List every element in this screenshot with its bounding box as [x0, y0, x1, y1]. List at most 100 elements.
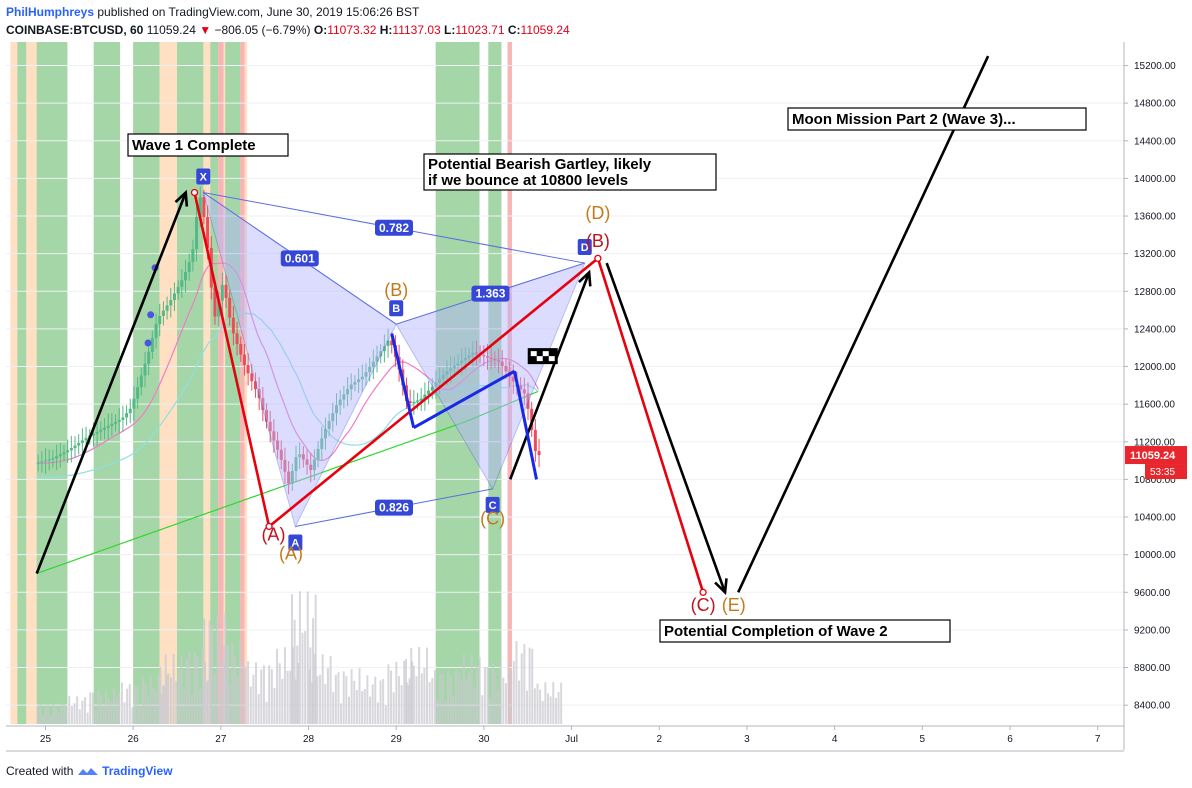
gartley-point-badge [577, 239, 592, 256]
volume-bar [428, 682, 431, 724]
candle-body [489, 357, 493, 359]
candle-body [69, 448, 73, 451]
candle-body [471, 352, 475, 356]
annotation-box [659, 619, 951, 643]
volume-bar [68, 696, 71, 724]
volume-bar [84, 697, 87, 724]
volume-bar [65, 706, 68, 724]
candle-body [180, 280, 184, 287]
volume-bar [169, 677, 172, 724]
volume-bar [185, 658, 188, 724]
volume-bar [293, 619, 296, 724]
footer: Created with TradingView [6, 764, 173, 778]
candle-body [202, 197, 206, 217]
wave-line-blue [412, 369, 516, 430]
annotation-box [423, 153, 717, 191]
volume-bar [447, 670, 450, 724]
volume-bar [502, 677, 505, 724]
y-tick-label: 11200.00 [1134, 437, 1175, 448]
candle-body [283, 459, 287, 472]
y-tick-label: 9200.00 [1134, 625, 1171, 636]
candle-body [371, 361, 375, 367]
candle-body [452, 365, 456, 369]
candle-body [128, 408, 132, 414]
volume-bar [369, 696, 372, 724]
x-tick-label: 4 [832, 734, 838, 745]
candle-body [36, 462, 40, 464]
volume-bar [345, 676, 348, 724]
volume-bar [441, 673, 444, 724]
footer-brand[interactable]: TradingView [102, 764, 173, 778]
candle-body [533, 429, 537, 452]
volume-bar [358, 668, 361, 724]
candle-body [386, 340, 390, 346]
candle-body [195, 216, 199, 250]
candle-body [467, 355, 471, 358]
candle-body [449, 368, 453, 371]
candle-body [158, 315, 162, 325]
volume-bar [147, 697, 150, 724]
gartley-ratio-label: 1.363 [475, 287, 505, 301]
y-tick-label: 13600.00 [1134, 212, 1176, 223]
volume-bar [99, 695, 102, 724]
candle-body [526, 393, 530, 409]
candle-body [382, 345, 386, 352]
open-label: O: [313, 23, 328, 37]
candle-body [423, 394, 427, 399]
candle-body [47, 459, 51, 461]
volume-bar [560, 682, 563, 724]
gartley-point-label: C [489, 500, 497, 512]
candle-body [228, 297, 232, 318]
volume-bar [457, 671, 460, 724]
gartley-ratio-label: 0.782 [379, 221, 409, 235]
candle-body [154, 324, 158, 338]
y-tick-label: 15200.00 [1134, 61, 1176, 72]
volume-bar [439, 673, 442, 724]
volume-bar [334, 674, 337, 724]
volume-bar [420, 673, 423, 724]
y-tick-label: 14800.00 [1134, 99, 1176, 110]
volume-bar [180, 655, 183, 724]
candle-body [519, 385, 523, 390]
volume-bar [231, 642, 234, 724]
volume-bar [236, 675, 239, 724]
volume-bar [134, 685, 137, 724]
candle-body [537, 451, 541, 456]
candle-body [276, 440, 280, 450]
candle-body [136, 387, 140, 399]
author-link[interactable]: PhilHumphreys [6, 5, 95, 19]
volume-bar [483, 667, 486, 724]
wave-label: (A) [261, 525, 285, 545]
volume-bar [404, 658, 407, 724]
candle-body [84, 437, 88, 441]
candle-body [161, 310, 165, 316]
session-band [93, 42, 120, 724]
annotation-text: Potential Completion of Wave 2 [664, 623, 888, 640]
candle-body [320, 438, 324, 449]
candle-body [474, 352, 478, 354]
candle-body [412, 401, 416, 404]
wave-line-black [737, 55, 990, 593]
volume-bar [183, 689, 186, 724]
candle-body [213, 287, 217, 317]
volume-bar [36, 706, 39, 724]
volume-bar [531, 648, 534, 724]
candle-body [147, 351, 151, 364]
volume-bar [475, 665, 478, 724]
volume-bar [518, 680, 521, 724]
volume-bar [342, 671, 345, 724]
wave-pivot-marker [190, 188, 199, 197]
volume-bar [549, 696, 552, 724]
volume-bar [436, 700, 439, 724]
wave-label: (B) [586, 231, 610, 251]
volume-bar [497, 690, 500, 724]
volume-bar [290, 594, 293, 724]
wave-label: (B) [384, 280, 408, 300]
price-axis[interactable] [1124, 42, 1192, 750]
gartley-ratio-badge [375, 219, 414, 236]
price-change: −806.05 (−6.79%) [214, 23, 311, 37]
ohlc-header: COINBASE:BTCUSD, 60 11059.24 ▼ −806.05 (… [6, 23, 570, 37]
volume-bar [102, 705, 105, 724]
wave-line-blue [513, 370, 538, 480]
